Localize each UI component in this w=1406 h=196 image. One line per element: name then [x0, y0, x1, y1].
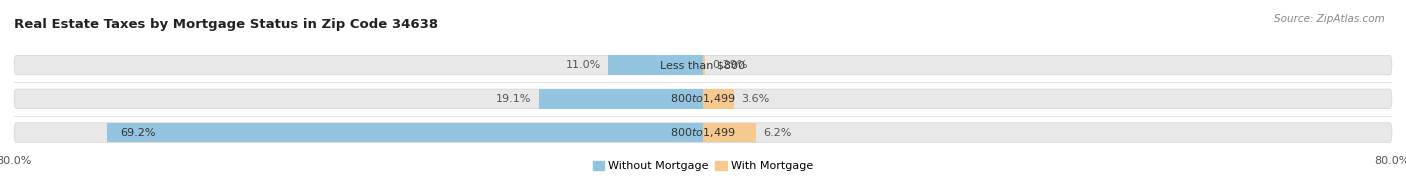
Text: $800 to $1,499: $800 to $1,499 [671, 126, 735, 139]
Bar [107, 123, 703, 142]
Legend: Without Mortgage, With Mortgage: Without Mortgage, With Mortgage [593, 161, 813, 172]
Bar [703, 55, 706, 75]
Bar [538, 89, 703, 109]
Text: 0.29%: 0.29% [713, 60, 748, 70]
Bar [703, 89, 734, 109]
Text: 11.0%: 11.0% [567, 60, 602, 70]
Text: Real Estate Taxes by Mortgage Status in Zip Code 34638: Real Estate Taxes by Mortgage Status in … [14, 18, 439, 31]
Text: Source: ZipAtlas.com: Source: ZipAtlas.com [1274, 14, 1385, 24]
Text: $800 to $1,499: $800 to $1,499 [671, 92, 735, 105]
Text: 19.1%: 19.1% [496, 94, 531, 104]
FancyBboxPatch shape [14, 89, 1392, 109]
FancyBboxPatch shape [14, 55, 1392, 75]
Bar [609, 55, 703, 75]
Text: 3.6%: 3.6% [741, 94, 769, 104]
Text: 69.2%: 69.2% [120, 128, 156, 138]
Text: 6.2%: 6.2% [763, 128, 792, 138]
Text: Less than $800: Less than $800 [661, 60, 745, 70]
FancyBboxPatch shape [14, 123, 1392, 142]
Bar [703, 123, 756, 142]
